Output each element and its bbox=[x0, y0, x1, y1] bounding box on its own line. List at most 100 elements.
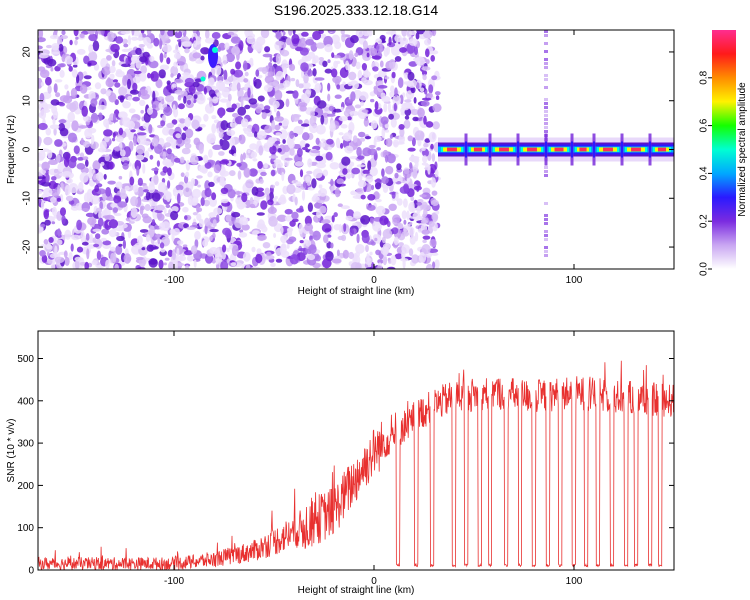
noise-cell bbox=[105, 91, 111, 97]
x-tick-label: -100 bbox=[164, 275, 184, 286]
noise-cell bbox=[220, 120, 229, 131]
noise-cell bbox=[224, 42, 230, 50]
noise-cell bbox=[103, 129, 113, 137]
noise-cell bbox=[355, 244, 365, 254]
noise-cell bbox=[354, 104, 362, 109]
noise-cell bbox=[391, 71, 396, 79]
noise-cell bbox=[155, 233, 162, 238]
noise-cell bbox=[245, 179, 254, 189]
noise-cell bbox=[43, 209, 49, 220]
signal-segment-peak bbox=[447, 147, 457, 152]
y-tick-label: 500 bbox=[17, 354, 34, 365]
noise-cell bbox=[319, 205, 327, 214]
noise-cell bbox=[380, 116, 389, 125]
noise-cell bbox=[345, 173, 353, 179]
noise-cell bbox=[431, 75, 438, 81]
noise-cell bbox=[68, 65, 73, 72]
noise-cell bbox=[348, 50, 354, 61]
noise-cell bbox=[176, 247, 180, 257]
noise-cell bbox=[104, 153, 110, 162]
y-tick-label: 20 bbox=[22, 46, 33, 58]
noise-cell bbox=[388, 36, 392, 46]
noise-cell bbox=[377, 259, 384, 264]
noise-cell bbox=[100, 88, 107, 95]
noise-cell bbox=[120, 30, 131, 35]
noise-cell bbox=[259, 178, 264, 184]
noise-cell bbox=[158, 259, 164, 269]
noise-cell bbox=[229, 137, 236, 147]
signal-gap-core bbox=[649, 141, 651, 158]
noise-cell bbox=[233, 69, 244, 78]
noise-cell bbox=[360, 194, 366, 200]
noise-cell bbox=[59, 127, 69, 137]
noise-cell bbox=[428, 84, 434, 94]
noise-cell bbox=[298, 83, 304, 89]
noise-cell bbox=[331, 34, 341, 45]
noise-cell bbox=[409, 221, 413, 226]
noise-cell bbox=[272, 30, 278, 33]
chart-title: S196.2025.333.12.18.G14 bbox=[274, 2, 438, 18]
noise-cell bbox=[44, 219, 51, 226]
noise-cell bbox=[304, 215, 312, 226]
noise-cell bbox=[203, 113, 209, 122]
noise-cell bbox=[350, 190, 357, 196]
noise-cell bbox=[182, 72, 191, 77]
noise-cell bbox=[166, 122, 175, 129]
noise-cell bbox=[231, 46, 241, 56]
spurious-line-cell bbox=[544, 230, 548, 233]
noise-cell bbox=[372, 221, 382, 232]
noise-cell bbox=[54, 30, 58, 35]
noise-cell bbox=[255, 253, 263, 264]
noise-cell bbox=[371, 184, 375, 191]
noise-cell bbox=[114, 263, 119, 269]
noise-cell bbox=[196, 94, 206, 105]
noise-cell bbox=[184, 250, 193, 256]
noise-cell bbox=[138, 44, 145, 48]
noise-cell bbox=[72, 64, 78, 68]
noise-cell bbox=[431, 213, 438, 221]
noise-cell bbox=[365, 244, 369, 253]
noise-cell bbox=[129, 176, 135, 186]
noise-cell bbox=[305, 39, 315, 46]
noise-cell bbox=[404, 115, 410, 120]
noise-cell bbox=[363, 117, 369, 127]
noise-cell bbox=[301, 146, 308, 151]
noise-cell bbox=[148, 258, 158, 268]
noise-cell bbox=[256, 36, 266, 46]
noise-cell bbox=[260, 30, 270, 39]
noise-cell bbox=[331, 215, 335, 223]
noise-cell bbox=[399, 47, 408, 53]
noise-cell bbox=[67, 111, 75, 123]
noise-cell bbox=[46, 44, 53, 49]
noise-cell bbox=[382, 255, 388, 266]
noise-cell bbox=[219, 160, 230, 165]
noise-cell bbox=[263, 84, 273, 92]
noise-cell bbox=[105, 196, 116, 201]
noise-cell bbox=[342, 249, 350, 259]
noise-cell bbox=[159, 38, 163, 50]
noise-cell bbox=[421, 201, 428, 209]
noise-cell bbox=[213, 164, 221, 174]
noise-cell bbox=[315, 42, 325, 49]
noise-cell bbox=[140, 30, 145, 34]
noise-cell bbox=[325, 151, 333, 161]
noise-cell bbox=[109, 73, 115, 80]
noise-cell bbox=[286, 184, 296, 195]
spurious-line-cell bbox=[544, 170, 548, 173]
noise-cell bbox=[98, 210, 104, 220]
noise-cell bbox=[275, 258, 283, 263]
spurious-line-cell bbox=[544, 58, 548, 61]
noise-cell bbox=[40, 108, 47, 120]
noise-cell bbox=[408, 248, 414, 257]
noise-cell bbox=[251, 186, 259, 196]
snr-frame bbox=[37, 330, 675, 571]
noise-cell bbox=[43, 136, 53, 146]
noise-cell bbox=[324, 44, 333, 53]
noise-cell bbox=[212, 96, 219, 104]
noise-cell bbox=[375, 182, 382, 190]
noise-cell bbox=[381, 127, 386, 139]
noise-cell bbox=[370, 241, 376, 246]
noise-cell bbox=[186, 99, 192, 105]
noise-cell bbox=[401, 250, 406, 260]
noise-cell bbox=[61, 215, 66, 225]
